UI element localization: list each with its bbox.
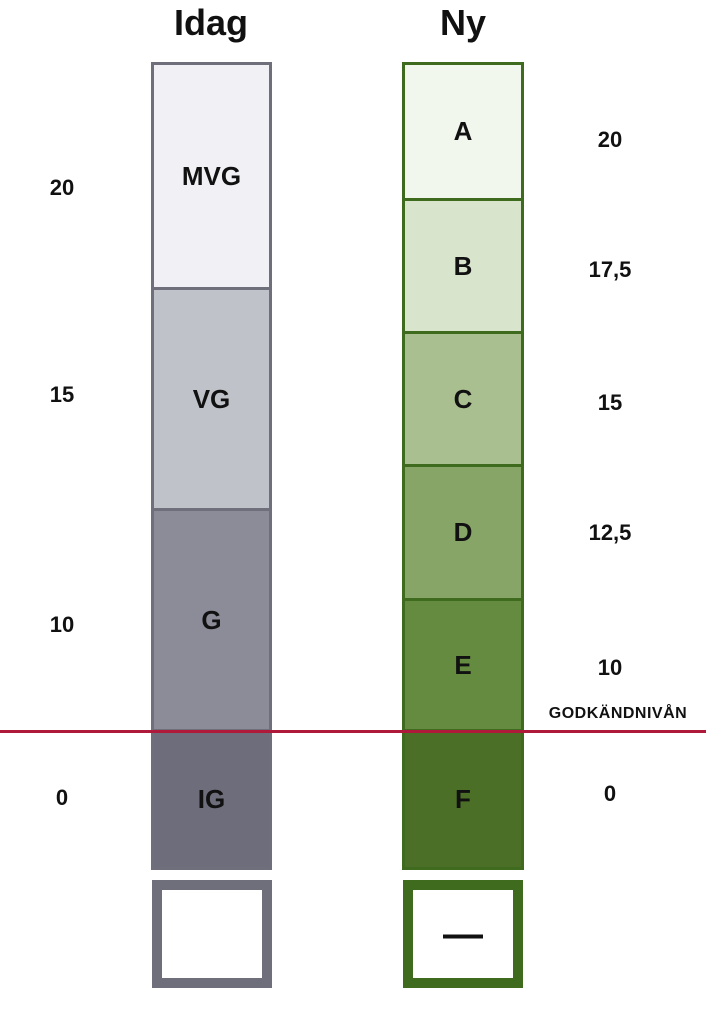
title-old: Idag [173, 2, 248, 43]
new-points-label: 12,5 [588, 520, 632, 545]
new-points-label: 0 [603, 781, 617, 806]
grade-cell-d: D [402, 464, 524, 601]
grade-label: F [455, 784, 471, 814]
grade-cell-a: A [402, 62, 524, 201]
grade-cell-e: E [402, 598, 524, 732]
threshold-line [0, 730, 706, 733]
grade-cell-f: F [402, 729, 524, 870]
title-new: Ny [439, 2, 487, 43]
grade-cell-ig: IG [151, 729, 272, 870]
grade-label: E [454, 649, 472, 680]
grade-cell-b: B [402, 198, 524, 334]
grade-label: D [453, 517, 473, 547]
new-points-label: 17,5 [588, 257, 632, 282]
grade-label: C [453, 383, 473, 414]
new-empty-grade-box: — [403, 880, 523, 988]
old-points-label: 20 [49, 175, 75, 200]
dash-symbol: — [443, 912, 483, 956]
grade-label: B [453, 250, 473, 281]
grade-label: G [201, 604, 222, 635]
grade-cell-vg: VG [151, 287, 272, 511]
grade-cell-g: G [151, 508, 272, 732]
new-points-label: 10 [597, 655, 623, 680]
grade-label: A [453, 116, 473, 146]
grade-label: IG [197, 784, 226, 814]
old-empty-grade-box [152, 880, 272, 988]
new-points-label: 15 [597, 390, 623, 415]
new-points-label: 20 [597, 127, 623, 152]
threshold-label: GODKÄNDNIVÅN [548, 705, 688, 722]
old-points-label: 0 [55, 785, 69, 810]
grade-cell-mvg: MVG [151, 62, 272, 290]
grade-cell-c: C [402, 331, 524, 467]
grade-label: VG [192, 383, 231, 414]
grade-label: MVG [181, 160, 242, 191]
old-points-label: 10 [49, 612, 75, 637]
old-points-label: 15 [49, 382, 75, 407]
